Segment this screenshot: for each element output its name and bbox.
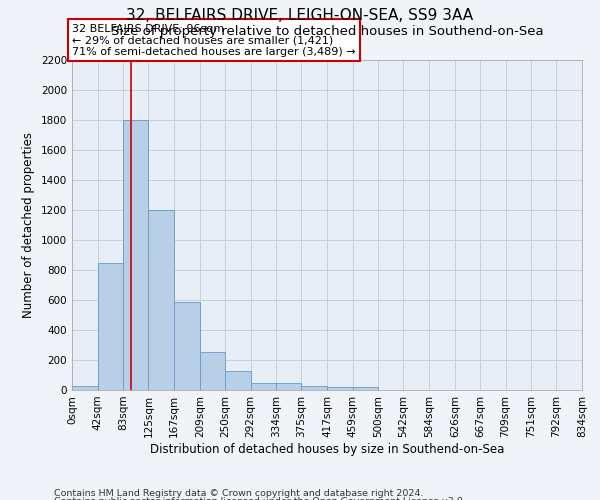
Title: Size of property relative to detached houses in Southend-on-Sea: Size of property relative to detached ho… [110,25,544,38]
Bar [301,386,327,390]
Bar [251,383,276,390]
Bar [123,120,148,390]
Bar [225,370,251,390]
Bar [148,210,174,390]
Text: Contains HM Land Registry data © Crown copyright and database right 2024.: Contains HM Land Registry data © Crown c… [54,488,424,498]
X-axis label: Distribution of detached houses by size in Southend-on-Sea: Distribution of detached houses by size … [150,442,504,456]
Bar [72,386,98,390]
Y-axis label: Number of detached properties: Number of detached properties [22,132,35,318]
Bar [98,262,123,390]
Bar [200,352,225,390]
Bar [353,388,378,390]
Text: 32 BELFAIRS DRIVE: 96sqm
← 29% of detached houses are smaller (1,421)
71% of sem: 32 BELFAIRS DRIVE: 96sqm ← 29% of detach… [72,24,356,56]
Text: 32, BELFAIRS DRIVE, LEIGH-ON-SEA, SS9 3AA: 32, BELFAIRS DRIVE, LEIGH-ON-SEA, SS9 3A… [127,8,473,22]
Text: Contains public sector information licensed under the Open Government Licence v3: Contains public sector information licen… [54,497,466,500]
Bar [327,386,353,390]
Bar [276,383,301,390]
Bar [174,302,200,390]
